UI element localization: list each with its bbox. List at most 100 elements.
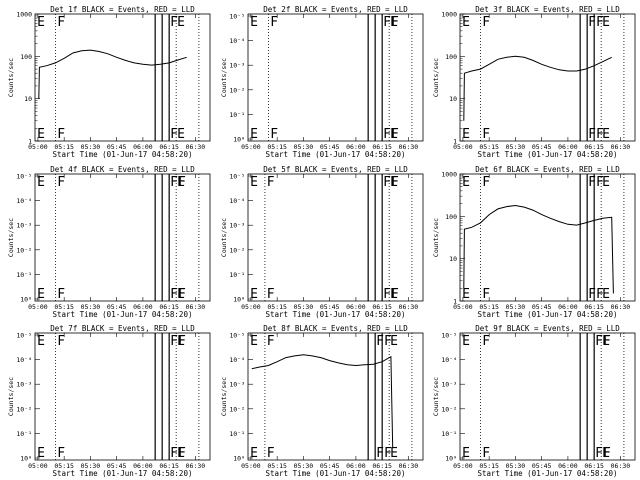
series-line bbox=[463, 55, 612, 121]
chart-title: Det 1f BLACK = Events, RED = LLD bbox=[50, 5, 195, 14]
marker-label-bottom: FF bbox=[383, 287, 399, 302]
marker-label-top: FF bbox=[376, 334, 392, 349]
chart-title: Det 9f BLACK = Events, RED = LLD bbox=[475, 324, 620, 333]
y-tick-label: 1 bbox=[28, 138, 32, 146]
x-tick-label: 06:15 bbox=[584, 143, 604, 151]
marker-label-bottom: E bbox=[602, 446, 610, 461]
x-tick-label: 05:30 bbox=[294, 303, 314, 311]
x-tick-label: 05:30 bbox=[506, 143, 526, 151]
x-tick-label: 06:15 bbox=[159, 462, 179, 470]
x-tick-label: 05:45 bbox=[320, 462, 340, 470]
x-tick-label: 05:45 bbox=[320, 143, 340, 151]
x-axis-label: Start Time (01-Jun-17 04:58:20) bbox=[53, 150, 193, 159]
x-tick-label: 06:00 bbox=[558, 143, 578, 151]
x-tick-label: 05:30 bbox=[506, 462, 526, 470]
x-tick-label: 06:30 bbox=[399, 143, 419, 151]
marker-label-bottom: F bbox=[57, 127, 65, 142]
x-tick-label: 06:15 bbox=[372, 303, 392, 311]
x-tick-label: 05:30 bbox=[81, 462, 101, 470]
marker-label-bottom: FF bbox=[383, 127, 399, 142]
marker-label-bottom: F bbox=[170, 127, 178, 142]
marker-label-bottom: FF bbox=[170, 446, 186, 461]
y-tick-label: 1 bbox=[453, 298, 457, 306]
plot-frame bbox=[247, 332, 424, 461]
y-tick-label: 10⁻² bbox=[441, 405, 457, 413]
x-tick-label: 05:15 bbox=[479, 303, 499, 311]
y-axis-label: Counts/sec bbox=[220, 58, 228, 97]
x-axis-label: Start Time (01-Jun-17 04:58:20) bbox=[478, 469, 618, 478]
y-tick-label: 10⁻⁴ bbox=[16, 356, 32, 364]
marker-label-top: FF bbox=[595, 334, 611, 349]
y-axis-label: Counts/sec bbox=[432, 58, 440, 97]
x-tick-label: 06:15 bbox=[159, 303, 179, 311]
y-tick-label: 10⁰ bbox=[20, 455, 32, 463]
marker-label-top: E bbox=[390, 15, 398, 30]
marker-label-top: E bbox=[250, 15, 258, 30]
x-tick-label: 05:45 bbox=[107, 303, 127, 311]
y-tick-label: 10⁻¹ bbox=[16, 271, 32, 279]
x-tick-label: 06:30 bbox=[186, 143, 206, 151]
y-tick-label: 10⁻³ bbox=[229, 62, 245, 70]
chart-panel-2: Det 2f BLACK = Events, RED = LLD 05:00 05:… bbox=[220, 5, 424, 159]
marker-label-bottom: F bbox=[270, 127, 278, 142]
x-axis-label: Start Time (01-Jun-17 04:58:20) bbox=[53, 310, 193, 319]
marker-label-top: E bbox=[462, 175, 470, 190]
x-tick-label: 05:00 bbox=[28, 462, 48, 470]
chart-title: Det 7f BLACK = Events, RED = LLD bbox=[50, 324, 195, 333]
x-tick-label: 06:00 bbox=[346, 143, 366, 151]
y-axis-label: Counts/sec bbox=[220, 377, 228, 416]
marker-label-top: E bbox=[602, 334, 610, 349]
y-tick-label: 100 bbox=[445, 213, 457, 221]
y-tick-label: 100 bbox=[445, 53, 457, 61]
plot-frame bbox=[459, 173, 636, 302]
marker-label-bottom: E bbox=[177, 446, 185, 461]
y-tick-label: 10⁻¹ bbox=[16, 430, 32, 438]
x-tick-label: 06:15 bbox=[584, 462, 604, 470]
marker-label-bottom: FF bbox=[588, 287, 604, 302]
x-tick-label: 05:00 bbox=[453, 143, 473, 151]
x-tick-label: 06:15 bbox=[372, 143, 392, 151]
y-tick-label: 10⁻¹ bbox=[229, 430, 245, 438]
marker-label-bottom: F bbox=[482, 287, 490, 302]
marker-label-bottom: E bbox=[462, 127, 470, 142]
y-tick-label: 10⁻⁴ bbox=[16, 197, 32, 205]
y-axis-label: Counts/sec bbox=[7, 218, 15, 257]
marker-label-top: FF bbox=[588, 15, 604, 30]
y-tick-label: 10⁻⁵ bbox=[441, 332, 457, 340]
x-tick-label: 06:00 bbox=[133, 303, 153, 311]
marker-label-top: E bbox=[462, 334, 470, 349]
x-tick-label: 06:00 bbox=[133, 462, 153, 470]
marker-label-bottom: FF bbox=[588, 127, 604, 142]
x-tick-label: 05:00 bbox=[453, 303, 473, 311]
x-tick-label: 05:00 bbox=[241, 303, 261, 311]
chart-title: Det 8f BLACK = Events, RED = LLD bbox=[263, 324, 408, 333]
y-tick-label: 10⁻⁴ bbox=[229, 37, 245, 45]
marker-label-bottom: E bbox=[177, 127, 185, 142]
y-axis-label: Counts/sec bbox=[7, 377, 15, 416]
marker-label-bottom: E bbox=[37, 446, 45, 461]
x-tick-label: 05:15 bbox=[479, 462, 499, 470]
y-tick-label: 10⁰ bbox=[233, 455, 245, 463]
marker-label-top: E bbox=[177, 334, 185, 349]
y-tick-label: 10⁰ bbox=[233, 136, 245, 144]
y-axis-label: Counts/sec bbox=[432, 218, 440, 257]
x-tick-label: 05:45 bbox=[107, 462, 127, 470]
y-axis-label: Counts/sec bbox=[220, 218, 228, 257]
plot-frame bbox=[34, 173, 211, 302]
y-tick-label: 10⁻³ bbox=[441, 381, 457, 389]
marker-label-top: FF bbox=[383, 15, 399, 30]
y-tick-label: 10⁻² bbox=[16, 405, 32, 413]
y-tick-label: 10⁻¹ bbox=[229, 111, 245, 119]
x-tick-label: 06:00 bbox=[346, 303, 366, 311]
marker-label-top: E bbox=[602, 15, 610, 30]
marker-label-top: E bbox=[602, 175, 610, 190]
y-tick-label: 10⁻⁵ bbox=[229, 173, 245, 181]
marker-label-top: F bbox=[57, 334, 65, 349]
marker-label-bottom: E bbox=[390, 127, 398, 142]
x-tick-label: 05:30 bbox=[81, 143, 101, 151]
y-axis-label: Counts/sec bbox=[7, 58, 15, 97]
marker-label-top: F bbox=[57, 175, 65, 190]
y-tick-label: 10⁻⁴ bbox=[441, 356, 457, 364]
y-tick-label: 10⁻⁴ bbox=[229, 356, 245, 364]
